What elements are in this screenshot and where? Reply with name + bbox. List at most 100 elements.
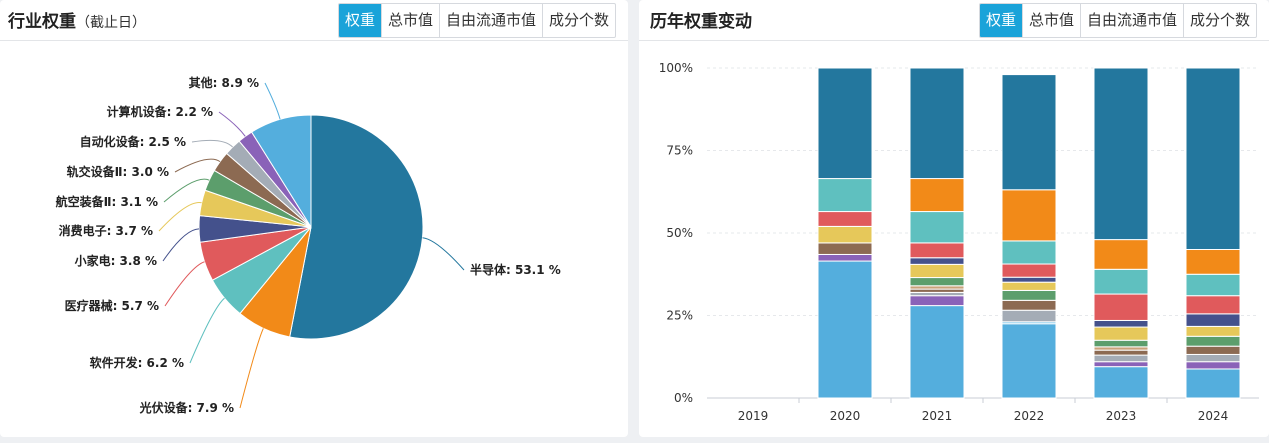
- industry-weight-subtitle: （截止日）: [76, 15, 146, 31]
- pie-leader-line: [158, 202, 202, 232]
- pie-label-软件开发: 软件开发: 6.2 %: [90, 355, 184, 370]
- bar-grid: [707, 67, 1259, 316]
- bar-segment[interactable]: [1093, 349, 1149, 356]
- x-tick-label: 2021: [922, 409, 953, 423]
- pie-label-轨交设备Ⅱ: 轨交设备Ⅱ: 3.0 %: [67, 164, 169, 179]
- x-tick-label: 2019: [738, 409, 769, 423]
- bar-segment[interactable]: [817, 67, 873, 180]
- bar-segment[interactable]: [1185, 67, 1241, 250]
- bar-segment[interactable]: [1185, 368, 1241, 399]
- bar-segment[interactable]: [909, 305, 965, 399]
- y-tick-label: 25%: [666, 309, 693, 323]
- industry-weight-title: 行业权重（截止日）: [8, 7, 146, 32]
- pie-label-光伏设备: 光伏设备: 7.9 %: [139, 400, 234, 415]
- bar-segment[interactable]: [1001, 323, 1057, 399]
- bar-segment[interactable]: [1001, 263, 1057, 278]
- industry-weight-header: 行业权重（截止日） 权重 总市值 自由流通市值 成分个数: [0, 0, 628, 41]
- pie-label-医疗器械: 医疗器械: 5.7 %: [65, 298, 159, 313]
- bar-segment[interactable]: [909, 178, 965, 213]
- bar-segment[interactable]: [817, 253, 873, 262]
- tab-free-float-market-cap[interactable]: 自由流通市值: [438, 4, 542, 37]
- pie-label-消费电子: 消费电子: 3.7 %: [59, 223, 153, 238]
- bar-segment[interactable]: [1185, 295, 1241, 315]
- bar-segment[interactable]: [1093, 326, 1149, 341]
- bar-segment[interactable]: [1185, 353, 1241, 363]
- bar-segment[interactable]: [1001, 281, 1057, 291]
- bar-stack-2023: [1093, 67, 1149, 399]
- pie-leader-line: [264, 82, 281, 120]
- tab-free-float-market-cap[interactable]: 自由流通市值: [1079, 4, 1183, 37]
- bar-segment[interactable]: [909, 263, 965, 279]
- bar-segment[interactable]: [909, 242, 965, 259]
- bar-segment[interactable]: [1093, 239, 1149, 270]
- bar-stack-2021: [909, 67, 965, 399]
- bar-segment[interactable]: [1185, 325, 1241, 337]
- bar-segment[interactable]: [1093, 268, 1149, 295]
- industry-weight-title-text: 行业权重: [8, 12, 76, 32]
- x-tick-label: 2024: [1198, 409, 1229, 423]
- bar-stack-2020: [817, 67, 873, 399]
- bar-segment[interactable]: [1093, 67, 1149, 241]
- yearly-weight-stacked-bar-chart: 0% 25% 50% 75% 100% 2019 2020 2021 2022 2023 2024: [659, 61, 1259, 423]
- bar-segment[interactable]: [1185, 335, 1241, 347]
- bar-axes: 0% 25% 50% 75% 100% 2019 2020 2021 2022 2023 2024: [659, 61, 1259, 423]
- bar-segment[interactable]: [1185, 361, 1241, 370]
- bar-segment[interactable]: [817, 260, 873, 399]
- bar-segment[interactable]: [909, 257, 965, 265]
- pie-label-其他: 其他: 8.9 %: [189, 75, 259, 90]
- bar-segment[interactable]: [1185, 345, 1241, 355]
- yearly-weight-header: 历年权重变动 权重 总市值 自由流通市值 成分个数: [639, 0, 1269, 41]
- bar-segment[interactable]: [909, 295, 965, 307]
- x-tick-label: 2022: [1014, 409, 1045, 423]
- bar-segment[interactable]: [1093, 366, 1149, 399]
- bar-segment[interactable]: [817, 178, 873, 213]
- pie-leader-line: [422, 237, 465, 271]
- y-tick-label: 100%: [659, 61, 693, 75]
- pie-slice-其他[interactable]: [250, 114, 312, 229]
- pie-leader-line: [174, 158, 221, 173]
- bar-segment[interactable]: [1185, 249, 1241, 275]
- pie-leader-line: [162, 228, 200, 262]
- bar-segment[interactable]: [817, 211, 873, 227]
- bar-segment[interactable]: [1093, 319, 1149, 328]
- tab-constituent-count[interactable]: 成分个数: [1182, 4, 1256, 37]
- bar-segment[interactable]: [1093, 339, 1149, 348]
- x-tick-label: 2020: [830, 409, 861, 423]
- bar-segment[interactable]: [1185, 273, 1241, 297]
- bar-segment[interactable]: [909, 277, 965, 287]
- bar-segment[interactable]: [1093, 361, 1149, 368]
- bar-segment[interactable]: [1001, 309, 1057, 323]
- tab-constituent-count[interactable]: 成分个数: [541, 4, 615, 37]
- tab-weight[interactable]: 权重: [979, 4, 1022, 37]
- bar-segment[interactable]: [1001, 276, 1057, 283]
- pie-label-小家电: 小家电: 3.8 %: [75, 253, 157, 268]
- pie-leader-line: [164, 261, 205, 307]
- bar-segment[interactable]: [1001, 74, 1057, 191]
- industry-weight-panel: 行业权重（截止日） 权重 总市值 自由流通市值 成分个数 半导体: 53.1 %…: [0, 0, 628, 437]
- pie-leader-line: [218, 111, 246, 137]
- yearly-weight-panel: 历年权重变动 权重 总市值 自由流通市值 成分个数 0% 25% 50% 75% 100…: [639, 0, 1269, 437]
- bar-stacks: [817, 67, 1241, 399]
- bar-segment[interactable]: [817, 242, 873, 255]
- bar-segment[interactable]: [1093, 354, 1149, 363]
- pie-label-航空装备Ⅱ: 航空装备Ⅱ: 3.1 %: [56, 194, 158, 209]
- bar-segment[interactable]: [909, 67, 965, 180]
- tab-total-market-cap[interactable]: 总市值: [1021, 4, 1080, 37]
- pie-leader-line: [189, 297, 225, 364]
- pie-label-计算机设备: 计算机设备: 2.2 %: [107, 104, 213, 119]
- bar-segment[interactable]: [1185, 313, 1241, 327]
- bar-segment[interactable]: [1001, 240, 1057, 265]
- pie-label-半导体: 半导体: 53.1 %: [470, 262, 561, 277]
- bar-segment[interactable]: [1093, 293, 1149, 321]
- tab-weight[interactable]: 权重: [338, 4, 381, 37]
- bar-segment[interactable]: [1001, 189, 1057, 242]
- pie-leader-line: [239, 328, 264, 409]
- bar-segment[interactable]: [817, 225, 873, 244]
- pie-labels: 半导体: 53.1 % 光伏设备: 7.9 % 软件开发: 6.2 % 医疗器械: 5…: [56, 75, 561, 415]
- bar-segment[interactable]: [1001, 289, 1057, 301]
- bar-segment[interactable]: [1001, 299, 1057, 311]
- pie-slice-半导体[interactable]: [289, 114, 424, 340]
- y-tick-label: 75%: [666, 144, 693, 158]
- tab-total-market-cap[interactable]: 总市值: [380, 4, 439, 37]
- bar-segment[interactable]: [909, 211, 965, 244]
